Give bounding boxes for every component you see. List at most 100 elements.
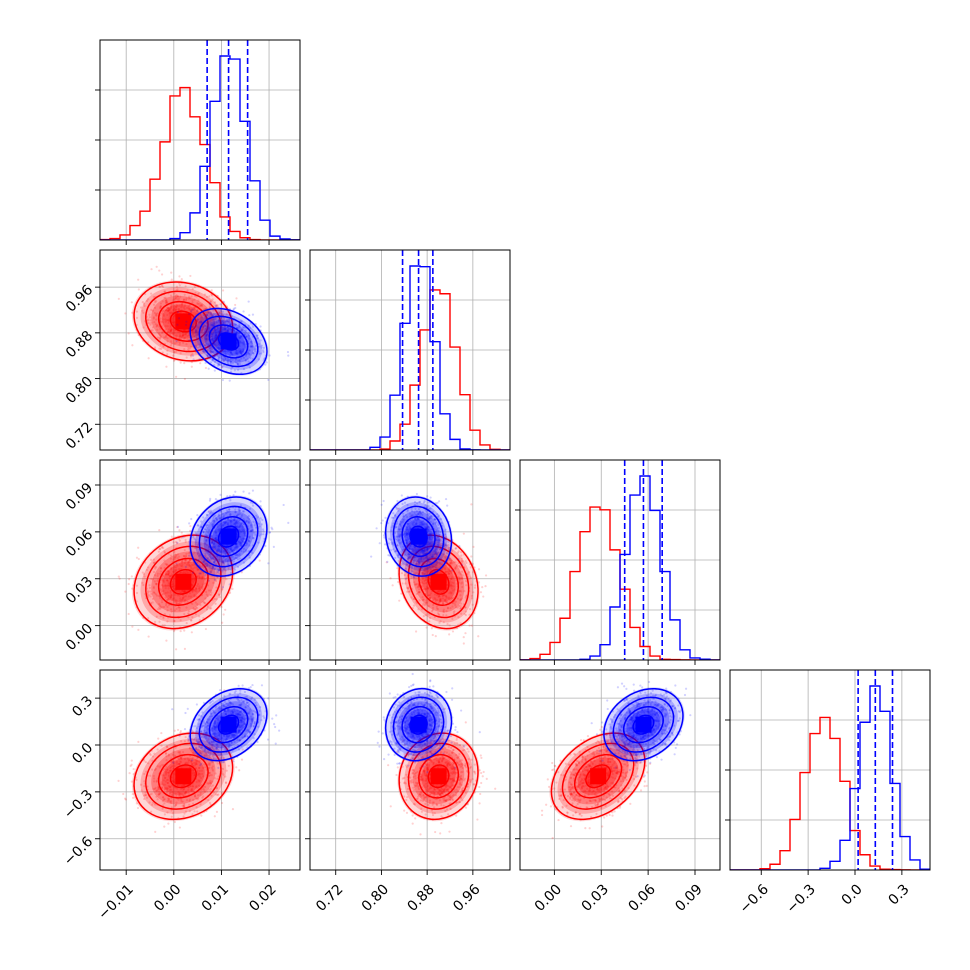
scatter-point — [202, 530, 205, 533]
scatter-point — [246, 358, 249, 361]
scatter-point — [174, 566, 178, 569]
scatter-point — [218, 347, 221, 351]
scatter-point — [174, 294, 177, 298]
scatter-point — [196, 333, 199, 336]
scatter-point — [158, 269, 161, 272]
scatter-point — [242, 326, 246, 329]
scatter-point — [228, 354, 232, 357]
scatter-point — [167, 319, 170, 322]
scatter-point — [211, 540, 214, 543]
scatter-point — [189, 595, 193, 598]
scatter-point — [481, 586, 484, 589]
scatter-point — [222, 359, 226, 362]
scatter-point — [229, 323, 232, 326]
scatter-point — [150, 292, 153, 295]
scatter-point — [155, 583, 158, 586]
scatter-point — [257, 522, 260, 525]
scatter-point — [227, 566, 230, 569]
scatter-point — [174, 540, 178, 544]
scatter-point — [400, 494, 403, 497]
scatter-point — [206, 313, 209, 316]
scatter-point — [156, 579, 159, 582]
scatter-point — [214, 335, 217, 339]
scatter-point — [235, 353, 238, 356]
scatter-point — [248, 540, 251, 543]
scatter-point — [151, 329, 154, 332]
scatter-point — [166, 330, 170, 334]
scatter-point — [220, 330, 223, 333]
scatter-point — [175, 607, 178, 610]
scatter-point — [153, 346, 157, 349]
scatter-point — [205, 543, 209, 547]
scatter-point — [148, 313, 151, 316]
scatter-point — [161, 575, 164, 578]
scatter-point — [229, 350, 233, 353]
scatter-point — [163, 624, 166, 627]
scatter-point — [169, 311, 172, 314]
scatter-point — [212, 358, 215, 361]
scatter-point — [153, 574, 157, 577]
scatter-point — [198, 304, 201, 308]
scatter-point — [136, 806, 140, 810]
scatter-point — [175, 648, 178, 651]
scatter-point — [174, 599, 177, 602]
scatter-point — [180, 561, 183, 564]
scatter-point — [222, 289, 225, 292]
scatter-point — [148, 316, 152, 319]
scatter-point — [165, 299, 168, 302]
scatter-point — [227, 326, 230, 329]
scatter-point — [173, 619, 176, 623]
scatter-point — [218, 363, 221, 366]
scatter-point — [219, 310, 223, 313]
scatter-point — [171, 321, 174, 324]
scatter-point — [212, 545, 215, 549]
scatter-point — [462, 636, 465, 639]
scatter-point — [250, 342, 253, 345]
scatter-point — [249, 507, 252, 510]
scatter-point — [209, 511, 212, 514]
scatter-point — [179, 619, 182, 622]
scatter-point — [247, 300, 250, 303]
scatter-point — [175, 602, 178, 605]
scatter-point — [214, 531, 217, 534]
scatter-point — [240, 758, 244, 761]
scatter-point — [232, 523, 236, 526]
scatter-point — [173, 307, 176, 310]
scatter-point — [208, 499, 212, 502]
scatter-point — [197, 574, 201, 577]
scatter-point — [468, 624, 471, 627]
scatter-point — [191, 325, 194, 328]
scatter-point — [137, 546, 140, 549]
scatter-point — [226, 330, 230, 333]
scatter-point — [141, 571, 144, 574]
scatter-point — [217, 356, 221, 359]
scatter-point — [148, 586, 152, 590]
scatter-point — [224, 549, 227, 552]
scatter-point — [235, 520, 238, 523]
scatter-point — [219, 493, 222, 496]
scatter-point — [181, 302, 184, 305]
scatter-point — [183, 337, 186, 340]
scatter-point — [204, 337, 207, 340]
scatter-point — [242, 350, 245, 353]
scatter-point — [165, 584, 168, 588]
scatter-point — [272, 545, 275, 548]
scatter-point — [174, 555, 177, 559]
scatter-point — [206, 333, 209, 336]
scatter-point — [470, 624, 474, 627]
scatter-point — [166, 605, 169, 608]
scatter-point — [219, 556, 222, 559]
scatter-point — [210, 293, 213, 296]
scatter-point — [159, 570, 162, 573]
scatter-point — [165, 563, 168, 566]
scatter-point — [248, 492, 251, 495]
scatter-point — [163, 566, 166, 570]
scatter-point — [234, 360, 237, 363]
scatter-point — [204, 562, 208, 565]
scatter-point — [159, 317, 162, 320]
scatter-point — [178, 606, 182, 609]
scatter-point — [233, 519, 236, 522]
scatter-point — [194, 608, 197, 611]
scatter-point — [239, 336, 242, 339]
histogram-series-1 — [100, 86, 300, 240]
